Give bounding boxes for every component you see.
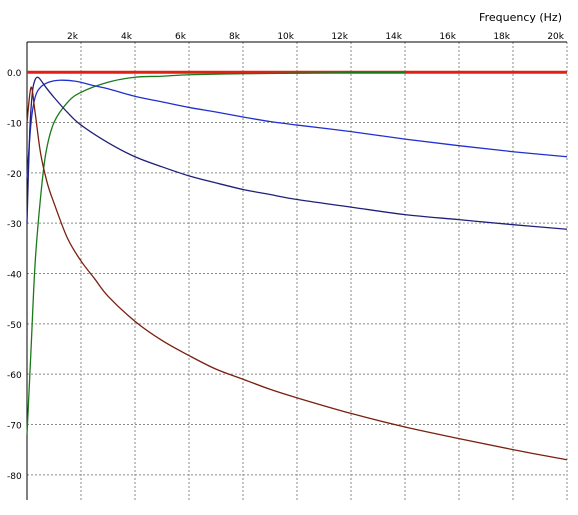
series-line-5 [26,86,568,461]
x-tick-label: 18k [493,32,510,42]
x-tick-label: 20k [547,32,564,42]
x-tick-labels: 2k 4k 6k 8k 10k 12k 14k 16k 18k 20k [67,32,565,42]
x-tick-label: 14k [385,32,402,42]
series-line-4 [26,76,568,230]
y-tick-label: -60 [7,371,22,381]
series-line-2 [26,72,406,435]
y-tick-label: -70 [7,422,22,432]
series-layer [26,70,568,461]
series-line-3 [26,79,568,178]
y-tick-label: -10 [7,120,22,130]
y-tick-label: -30 [7,220,22,230]
x-tick-label: 12k [331,32,348,42]
x-tick-label: 4k [121,32,133,42]
x-tick-label: 10k [277,32,294,42]
x-axis-title: Frequency (Hz) [479,11,562,24]
y-tick-label: -80 [7,472,22,482]
y-tick-labels: 0.0 -10 -20 -30 -40 -50 -60 -70 -80 [7,69,22,482]
y-tick-label: -40 [7,271,22,281]
x-tick-label: 2k [67,32,79,42]
y-tick-label: -20 [7,170,22,180]
x-tick-label: 16k [439,32,456,42]
x-tick-label: 6k [175,32,187,42]
y-tick-label: -50 [7,321,22,331]
y-tick-label: 0.0 [7,69,22,79]
x-tick-label: 8k [229,32,241,42]
